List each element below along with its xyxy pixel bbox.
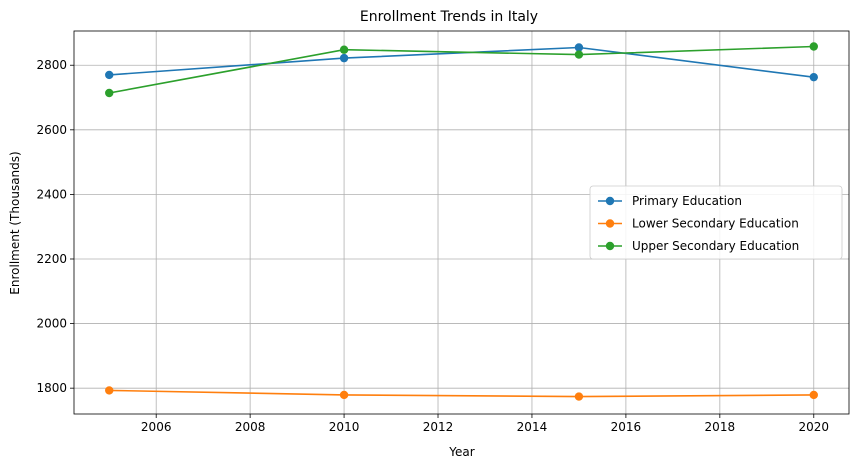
data-point — [339, 45, 349, 54]
chart-title: Enrollment Trends in Italy — [360, 9, 538, 25]
legend-label: Upper Secondary Education — [632, 239, 799, 253]
y-axis-label: Enrollment (Thousands) — [8, 151, 22, 294]
y-tick-label: 2800 — [36, 58, 67, 72]
data-point — [574, 392, 584, 401]
data-point — [339, 390, 349, 400]
y-tick-label: 1800 — [36, 381, 67, 395]
legend-label: Primary Education — [632, 194, 742, 208]
series-layer — [105, 42, 818, 401]
legend-label: Lower Secondary Education — [632, 217, 799, 231]
y-tick-label: 2400 — [36, 187, 67, 201]
x-tick-label: 2018 — [705, 420, 736, 434]
x-axis-label: Year — [448, 445, 474, 459]
data-point — [339, 53, 349, 63]
data-point — [574, 43, 584, 52]
x-tick-label: 2010 — [329, 420, 360, 434]
axis-ticks: 2006 2008 2010 2012 2014 2016 2018 2020 1800 2000… — [36, 58, 829, 434]
data-point — [809, 72, 818, 82]
y-tick-label: 2600 — [36, 123, 67, 137]
x-tick-label: 2012 — [423, 420, 454, 434]
data-point — [809, 390, 818, 400]
data-point — [105, 386, 114, 395]
legend-swatch-marker — [605, 196, 615, 206]
legend-box — [589, 185, 843, 260]
legend-swatch-marker — [605, 241, 615, 251]
y-tick-label: 2200 — [36, 252, 67, 266]
data-point — [809, 42, 818, 51]
x-tick-label: 2014 — [517, 420, 548, 434]
legend: Primary Education Lower Secondary Educati… — [589, 185, 843, 260]
series-line-2 — [109, 389, 814, 398]
plot-frame — [73, 30, 850, 415]
x-tick-label: 2016 — [611, 420, 642, 434]
x-tick-label: 2006 — [141, 420, 172, 434]
legend-swatch-marker — [605, 219, 615, 228]
data-point — [574, 50, 584, 59]
data-point — [105, 88, 114, 98]
x-tick-label: 2020 — [798, 420, 829, 434]
y-tick-label: 2000 — [36, 317, 67, 331]
x-tick-label: 2008 — [235, 420, 266, 434]
series-line-3 — [109, 45, 814, 94]
data-point — [105, 70, 114, 80]
